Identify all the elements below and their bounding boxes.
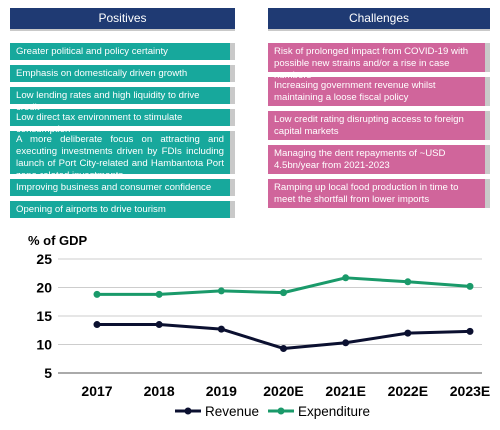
data-point-expenditure: [280, 289, 287, 297]
fiscal-line-chart: % of GDP 5 10 15 20 25 2017 2018 2019 2020E 2021…: [28, 233, 490, 419]
challenge-item: Ramping up local food production in time…: [268, 179, 490, 208]
y-axis-label: % of GDP: [28, 233, 88, 248]
y-tick-label: 5: [44, 365, 52, 381]
positive-item: A more deliberate focus on attracting an…: [10, 131, 235, 181]
positive-item: Greater political and policy certainty: [10, 43, 235, 60]
data-point-expenditure: [404, 278, 412, 286]
legend-label-revenue: Revenue: [205, 404, 259, 419]
data-point-expenditure: [466, 282, 474, 290]
data-point-expenditure: [342, 274, 350, 282]
legend-label-expenditure: Expenditure: [298, 404, 370, 419]
challenge-item: Low credit rating disrupting access to f…: [268, 111, 490, 140]
data-point-revenue: [404, 329, 412, 337]
x-tick-label: 2022E: [388, 383, 428, 399]
data-point-revenue: [155, 321, 163, 329]
positive-item: Improving business and consumer confiden…: [10, 179, 235, 196]
data-point-expenditure: [155, 290, 163, 298]
positive-item: Low direct tax environment to stimulate …: [10, 109, 235, 135]
legend-marker-revenue: [184, 407, 192, 415]
data-point-revenue: [280, 344, 287, 352]
y-tick-label: 15: [36, 308, 52, 324]
y-tick-label: 20: [36, 280, 52, 296]
data-point-expenditure: [93, 290, 101, 298]
challenge-item: Managing the dent repayments of ~USD 4.5…: [268, 145, 490, 174]
challenge-item: Risk of prolonged impact from COVID-19 w…: [268, 43, 490, 81]
positives-panel: Positives Greater political and policy c…: [10, 8, 235, 223]
data-point-revenue: [342, 339, 350, 347]
data-point-revenue: [93, 321, 101, 329]
positive-item: Opening of airports to drive tourism: [10, 201, 235, 218]
challenge-item: Increasing government revenue whilst mai…: [268, 77, 490, 106]
y-tick-label: 25: [36, 251, 52, 267]
y-tick-label: 10: [36, 337, 52, 353]
data-point-expenditure: [217, 287, 225, 295]
positive-item: Low lending rates and high liquidity to …: [10, 87, 235, 113]
challenges-panel: Challenges Risk of prolonged impact from…: [268, 8, 490, 213]
x-tick-label: 2018: [144, 383, 175, 399]
data-point-revenue: [466, 327, 474, 335]
data-point-revenue: [217, 325, 225, 333]
legend-marker-expenditure: [277, 407, 285, 415]
x-tick-label: 2017: [81, 383, 112, 399]
positives-header: Positives: [10, 8, 235, 31]
x-tick-label: 2020E: [263, 383, 303, 399]
x-tick-label: 2021E: [325, 383, 365, 399]
challenges-header: Challenges: [268, 8, 490, 31]
positive-item: Emphasis on domestically driven growth: [10, 65, 235, 82]
x-tick-label: 2019: [206, 383, 237, 399]
x-tick-label: 2023E: [450, 383, 490, 399]
